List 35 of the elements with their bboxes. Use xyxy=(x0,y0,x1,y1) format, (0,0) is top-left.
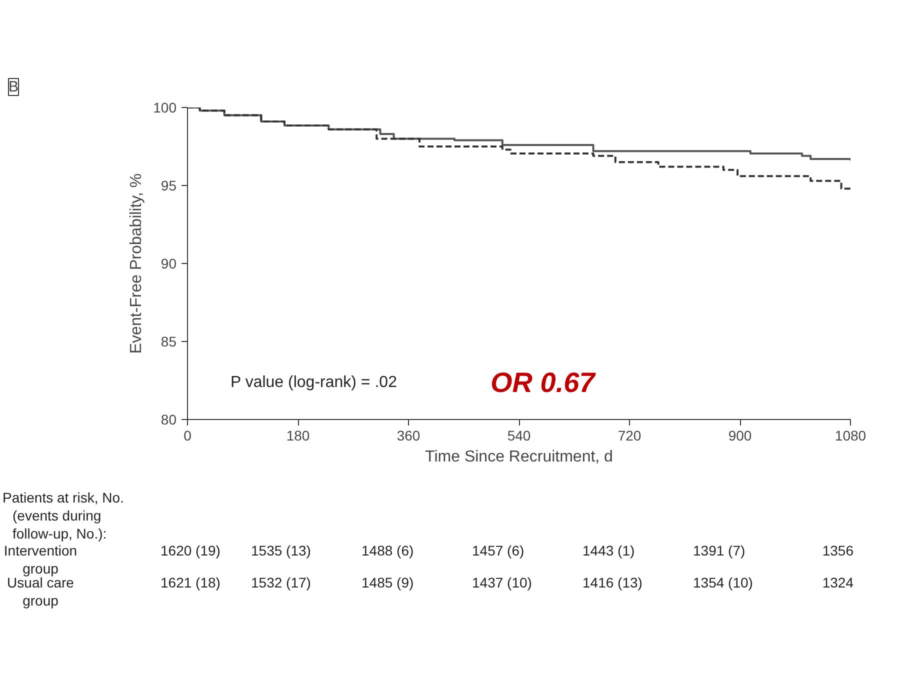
y-axis-title: Event-Free Probability, % xyxy=(128,173,146,354)
text: B xyxy=(8,78,19,96)
annotation: OR 0.67 xyxy=(490,367,596,398)
x-tick-label: 180 xyxy=(286,428,310,444)
text: 1391 (7) xyxy=(693,542,746,558)
y-tick-label: 85 xyxy=(160,334,177,350)
text: 1324 xyxy=(822,574,854,590)
y-tick-label: 95 xyxy=(160,178,177,194)
text: 1485 (9) xyxy=(362,574,414,590)
x-tick-label: 0 xyxy=(184,428,192,444)
x-axis-title: Time Since Recruitment, d xyxy=(425,448,613,466)
x-tick-label: 720 xyxy=(618,428,642,444)
annotation: P value (log-rank) = .02 xyxy=(230,374,398,391)
y-tick-label: 90 xyxy=(160,256,177,272)
text: 1457 (6) xyxy=(472,542,524,558)
x-tick-label: 540 xyxy=(507,428,531,444)
text: 1488 (6) xyxy=(362,542,414,558)
text: 1354 (10) xyxy=(693,574,753,590)
text: 1356 xyxy=(822,542,854,558)
text: Patients at risk, No. xyxy=(2,490,124,506)
text: 1416 (13) xyxy=(582,574,642,590)
text: 1443 (1) xyxy=(582,542,635,558)
text: (events during xyxy=(12,508,102,524)
text: 1535 (13) xyxy=(251,542,311,558)
text: Intervention group xyxy=(4,542,78,576)
text: 1620 (19) xyxy=(160,542,220,558)
text: follow-up, No.): xyxy=(12,526,107,542)
text: 1621 (18) xyxy=(160,574,220,590)
y-tick-label: 100 xyxy=(153,100,177,116)
y-tick-label: 80 xyxy=(160,412,177,428)
x-tick-label: 1080 xyxy=(834,428,866,444)
text: 1437 (10) xyxy=(472,574,532,590)
x-tick-label: 360 xyxy=(396,428,420,444)
x-tick-label: 900 xyxy=(728,428,752,444)
text: 1532 (17) xyxy=(251,574,311,590)
